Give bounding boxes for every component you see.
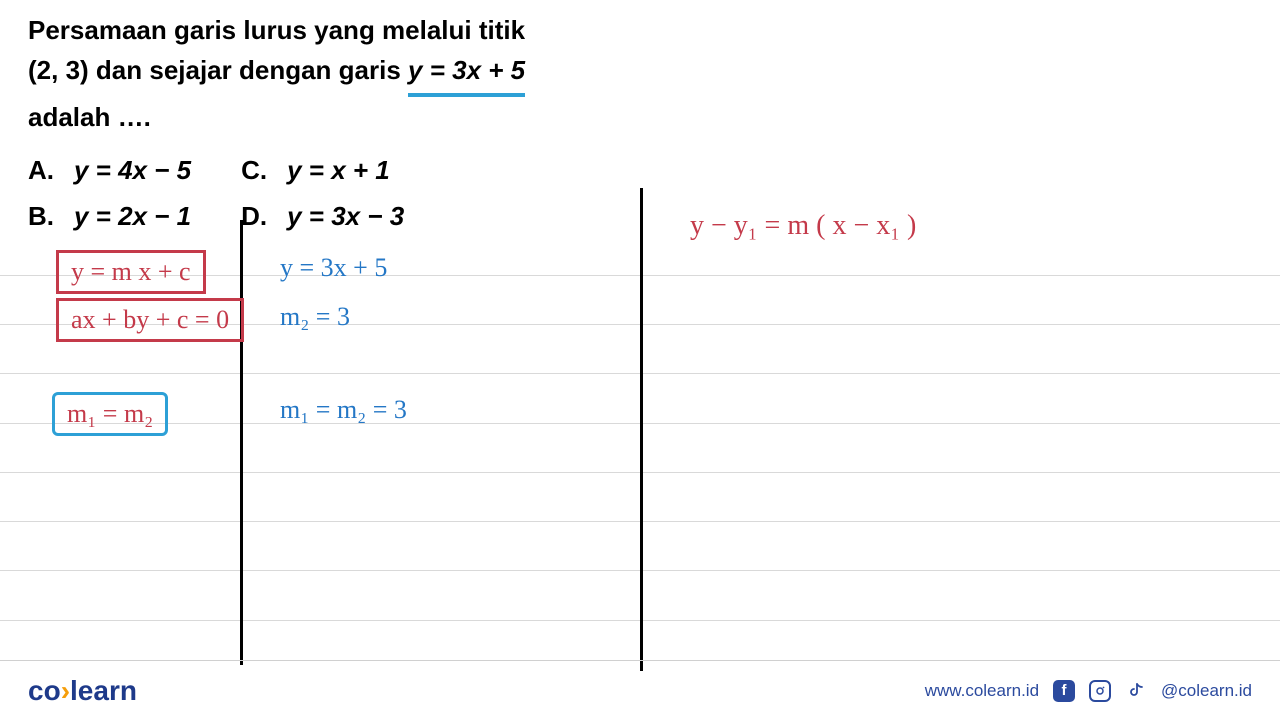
work-col2-line2: m₂ = 3 <box>280 302 350 332</box>
question-line-1: Persamaan garis lurus yang melalui titik <box>28 10 525 50</box>
work-col1-formula1: y = m x + c <box>56 250 206 294</box>
divider-1 <box>240 220 243 665</box>
footer: co›learn www.colearn.id f @colearn.id <box>0 660 1280 720</box>
work-col3-line1: y − y₁ = m ( x − x₁ ) <box>690 210 916 242</box>
question-line-3: adalah …. <box>28 97 525 137</box>
option-d: D. y = 3x − 3 <box>241 194 404 240</box>
footer-handle: @colearn.id <box>1161 681 1252 701</box>
option-a: A. y = 4x − 5 <box>28 148 191 194</box>
facebook-icon: f <box>1053 680 1075 702</box>
question-block: Persamaan garis lurus yang melalui titik… <box>28 10 525 137</box>
work-col2-line1: y = 3x + 5 <box>280 253 387 283</box>
question-line-2: (2, 3) dan sejajar dengan garis y = 3x +… <box>28 50 525 96</box>
logo: co›learn <box>28 675 137 707</box>
work-col1-formula3: m₁ = m₂ <box>52 392 168 436</box>
option-c: C. y = x + 1 <box>241 148 390 194</box>
work-col2-line3: m₁ = m₂ = 3 <box>280 395 407 425</box>
footer-url: www.colearn.id <box>925 681 1039 701</box>
options-block: A. y = 4x − 5 C. y = x + 1 B. y = 2x − 1… <box>28 148 404 239</box>
option-b: B. y = 2x − 1 <box>28 194 191 240</box>
instagram-icon <box>1089 680 1111 702</box>
tiktok-icon <box>1125 680 1147 702</box>
divider-2 <box>640 188 643 671</box>
given-equation: y = 3x + 5 <box>408 50 525 96</box>
footer-right: www.colearn.id f @colearn.id <box>925 680 1252 702</box>
work-col1-formula2: ax + by + c = 0 <box>56 298 244 342</box>
